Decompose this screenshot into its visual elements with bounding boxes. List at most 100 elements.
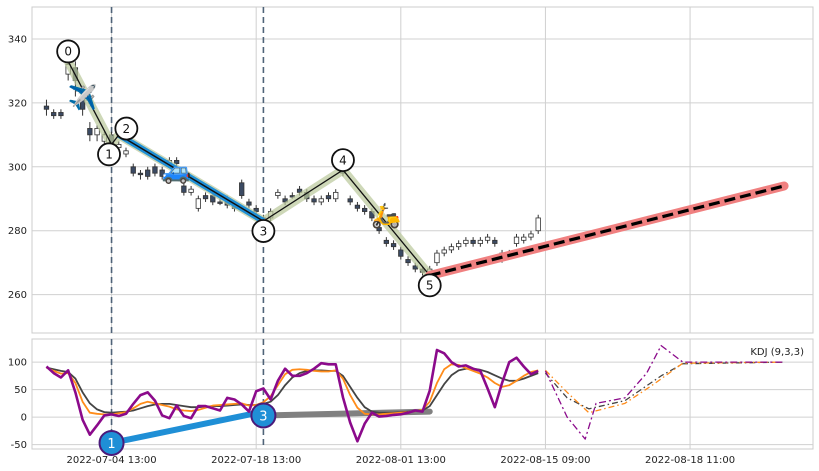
wave-marker-label: 2 xyxy=(123,122,131,136)
wave-marker: 3 xyxy=(251,219,276,243)
candle-body xyxy=(325,195,332,200)
wave-marker: 5 xyxy=(417,273,442,298)
candle-body xyxy=(513,236,520,244)
wave-marker-circle xyxy=(114,116,139,141)
candle-body xyxy=(521,236,527,241)
kdj-line-j-proj xyxy=(544,344,785,440)
wave-marker-label: 5 xyxy=(426,279,434,293)
kdj-marker-circle xyxy=(98,429,125,456)
candle-body xyxy=(390,243,397,248)
kdj-line-k-proj xyxy=(544,361,785,414)
kdj-y-tick-label: 50 xyxy=(14,385,27,396)
candle-body xyxy=(217,201,223,204)
candle-body xyxy=(535,217,541,232)
wave-marker: 4 xyxy=(331,148,355,173)
candle-body xyxy=(376,227,382,232)
candle-body xyxy=(202,195,209,200)
x-tick-label: 2022-08-18 11:00 xyxy=(645,455,735,466)
candle-body xyxy=(239,182,245,196)
price-panel: 260 280 300 320 340 ✈️ 🚙 🛵 0 12 3 4 5 xyxy=(8,6,814,334)
pattern-emoji: ✈️ xyxy=(68,82,98,111)
price-y-tick-label: 280 xyxy=(8,226,27,237)
kdj-marker-label: 1 xyxy=(107,437,115,452)
candle-body xyxy=(87,128,93,136)
wave-marker-circle xyxy=(97,142,121,167)
kdj-marker-label: 3 xyxy=(259,409,267,424)
candle-body xyxy=(448,246,455,251)
divergence-line xyxy=(108,408,267,446)
candle-body xyxy=(470,239,476,244)
candle-body xyxy=(145,169,151,177)
pattern-emoji: 🚙 xyxy=(162,157,192,185)
candle-body xyxy=(275,191,281,196)
wave-markers: 0 12 3 4 5 xyxy=(56,39,442,298)
kdj-marker-circle xyxy=(250,402,277,429)
wave-marker-circle xyxy=(331,148,355,173)
candle-body xyxy=(492,239,498,244)
kdj-line-d-proj xyxy=(544,361,785,410)
wave-marker-label: 0 xyxy=(64,45,72,59)
candle-body xyxy=(441,249,447,254)
candle-body xyxy=(159,169,165,177)
pattern-emoji: 🛵 xyxy=(371,202,401,230)
candle-body xyxy=(123,150,129,155)
kdj-y-tick-label: -50 xyxy=(11,440,27,451)
kdj-series xyxy=(45,344,785,443)
x-axis: 2022-07-04 13:00 2022-07-18 13:00 2022-08-… xyxy=(66,455,735,466)
x-tick-label: 2022-07-18 13:00 xyxy=(211,455,301,466)
kdj-marker: 1 xyxy=(98,429,125,456)
candle-body xyxy=(463,239,469,244)
price-guide-lines xyxy=(110,7,265,333)
wave-marker-label: 3 xyxy=(260,224,268,238)
candle-body xyxy=(362,207,368,212)
candle-body xyxy=(195,198,201,209)
kdj-marker: 3 xyxy=(250,402,277,429)
wave-marker: 1 xyxy=(97,142,121,167)
kdj-y-tick-label: 100 xyxy=(8,358,27,369)
pattern-icons: ✈️ 🚙 🛵 xyxy=(68,82,402,229)
candle-body xyxy=(188,188,194,193)
candle-body xyxy=(296,188,303,193)
candle-body xyxy=(152,166,158,174)
candle-body xyxy=(477,239,483,244)
kdj-panel: -50 0 50 100 2022-07-04 13:00 2022-07-18 13:… xyxy=(8,338,814,466)
candle-body xyxy=(405,259,411,264)
zigzag-line-segment xyxy=(118,134,264,222)
wave-marker-circle xyxy=(417,273,442,298)
candle-body xyxy=(456,243,462,248)
candle-body xyxy=(434,252,440,264)
wave-marker-label: 1 xyxy=(105,148,113,162)
candle-body xyxy=(246,201,252,206)
x-tick-label: 2022-08-01 13:00 xyxy=(356,455,446,466)
price-y-tick-label: 340 xyxy=(8,34,27,45)
candle-body xyxy=(253,207,259,212)
x-tick-label: 2022-07-04 13:00 xyxy=(66,455,156,466)
trend-projection xyxy=(425,181,789,280)
candle-body xyxy=(347,198,353,203)
kdj-y-axis: -50 0 50 100 xyxy=(8,358,27,452)
candle-body xyxy=(383,239,389,244)
candle-body xyxy=(333,191,339,200)
candle-body xyxy=(43,105,50,110)
kdj-y-tick-label: 0 xyxy=(21,413,27,424)
price-y-axis: 260 280 300 320 340 xyxy=(8,34,27,301)
candle-body xyxy=(130,166,136,174)
candle-body xyxy=(94,128,100,136)
candle-body xyxy=(398,249,404,257)
zigzag-path xyxy=(64,59,434,279)
candle-body xyxy=(58,112,64,117)
projection-line xyxy=(429,184,785,278)
candle-body xyxy=(354,204,361,209)
price-y-tick-label: 320 xyxy=(8,98,27,109)
wave-marker: 2 xyxy=(114,116,139,141)
kdj-legend: KDJ (9,3,3) xyxy=(750,347,804,358)
wave-marker-circle xyxy=(56,39,81,64)
price-y-tick-label: 300 xyxy=(8,162,27,173)
wave-marker-circle xyxy=(251,219,276,243)
kdj-markers: 13 xyxy=(98,402,277,456)
wave-marker-label: 4 xyxy=(339,153,347,167)
price-y-tick-label: 260 xyxy=(8,290,27,301)
candle-body xyxy=(51,112,57,117)
candle-body xyxy=(484,236,491,241)
